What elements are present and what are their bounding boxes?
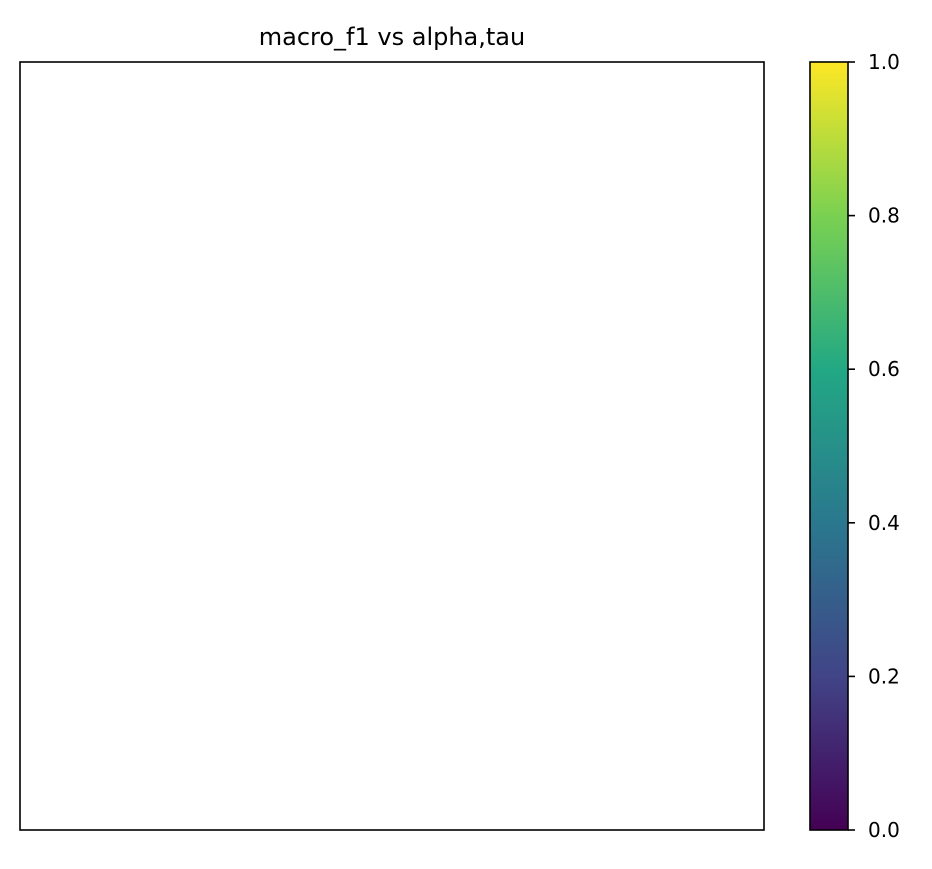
colorbar: 0.0 0.2 0.4 0.6 0.8 1.0 [809, 50, 900, 842]
heatmap-plot-area [19, 61, 765, 831]
colorbar-ticks: 0.0 0.2 0.4 0.6 0.8 1.0 [848, 50, 900, 842]
colorbar-tick-label: 1.0 [868, 50, 900, 74]
colorbar-frame [809, 61, 849, 831]
colorbar-tick-label: 0.8 [868, 204, 900, 228]
colorbar-tick-label: 0.0 [868, 818, 900, 842]
colorbar-tick-label: 0.4 [868, 511, 900, 535]
colorbar-gradient [810, 62, 848, 830]
colorbar-tick-label: 0.6 [868, 357, 900, 381]
chart-title: macro_f1 vs alpha,tau [259, 23, 525, 51]
colorbar-tick-label: 0.2 [868, 664, 900, 688]
